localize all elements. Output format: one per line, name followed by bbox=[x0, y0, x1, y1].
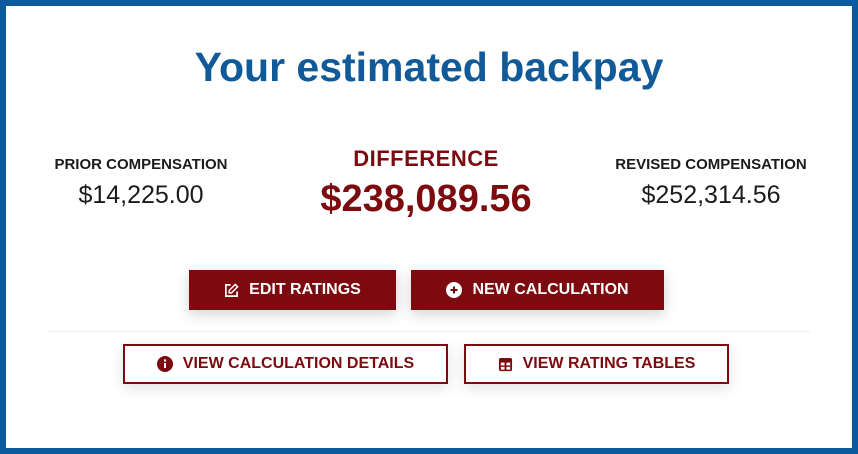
view-calculation-details-button[interactable]: VIEW CALCULATION DETAILS bbox=[123, 344, 448, 384]
difference-value: $238,089.56 bbox=[320, 178, 532, 220]
revised-compensation: REVISED COMPENSATION $252,314.56 bbox=[601, 156, 821, 210]
plus-circle-icon bbox=[446, 282, 463, 298]
table-icon bbox=[498, 357, 513, 372]
info-circle-icon bbox=[156, 356, 173, 372]
difference-label: DIFFERENCE bbox=[353, 146, 499, 171]
view-rating-tables-label: VIEW RATING TABLES bbox=[522, 355, 696, 372]
prior-compensation: PRIOR COMPENSATION $14,225.00 bbox=[36, 156, 246, 210]
view-rating-tables-button[interactable]: VIEW RATING TABLES bbox=[464, 344, 729, 384]
prior-compensation-value: $14,225.00 bbox=[78, 181, 204, 209]
new-calculation-label: NEW CALCULATION bbox=[472, 281, 629, 298]
page-title: Your estimated backpay bbox=[194, 44, 664, 90]
new-calculation-button[interactable]: NEW CALCULATION bbox=[411, 270, 664, 310]
difference: DIFFERENCE $238,089.56 bbox=[276, 146, 576, 221]
view-calculation-details-label: VIEW CALCULATION DETAILS bbox=[182, 355, 415, 372]
prior-compensation-label: PRIOR COMPENSATION bbox=[54, 156, 228, 173]
edit-ratings-button[interactable]: EDIT RATINGS bbox=[189, 270, 396, 310]
revised-compensation-label: REVISED COMPENSATION bbox=[615, 156, 807, 173]
divider bbox=[48, 331, 810, 332]
edit-ratings-label: EDIT RATINGS bbox=[249, 281, 361, 298]
revised-compensation-value: $252,314.56 bbox=[641, 181, 781, 209]
edit-icon bbox=[224, 282, 239, 298]
